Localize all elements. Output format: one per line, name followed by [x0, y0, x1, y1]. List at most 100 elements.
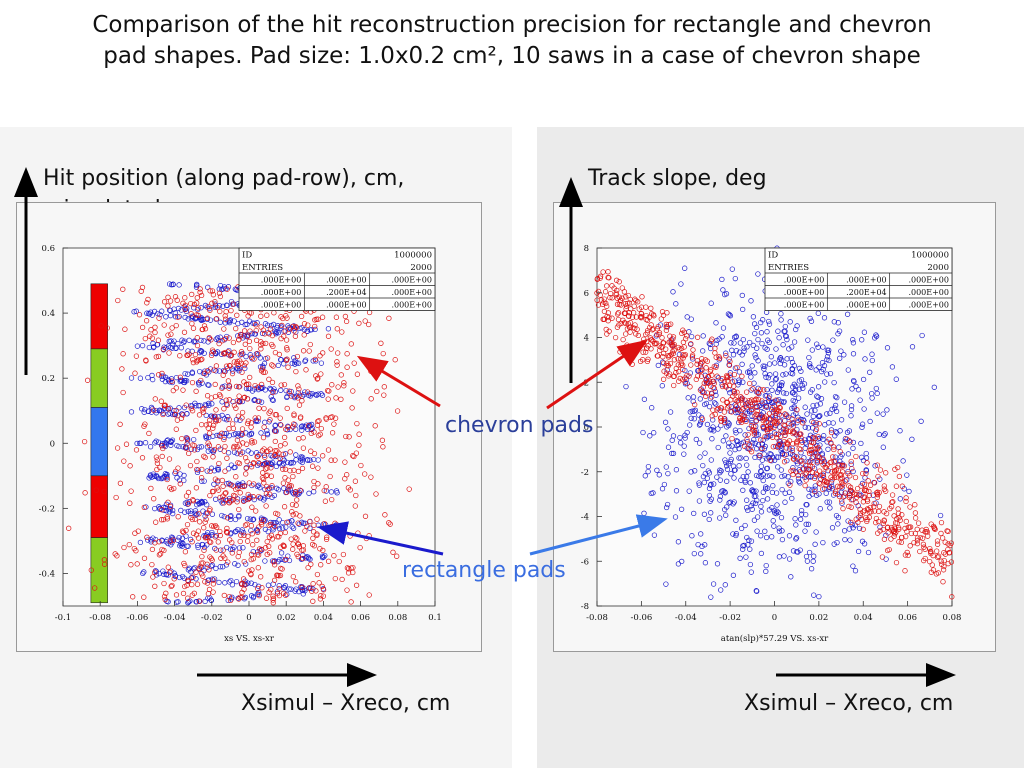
- data-point: [307, 327, 313, 333]
- data-point: [262, 558, 268, 564]
- data-point: [275, 523, 281, 529]
- data-point: [319, 314, 326, 320]
- data-point: [244, 521, 250, 527]
- data-point: [808, 566, 815, 572]
- data-point: [258, 339, 264, 345]
- data-point: [302, 528, 308, 534]
- data-point: [241, 483, 247, 489]
- data-point: [278, 550, 285, 556]
- data-point: [341, 383, 347, 389]
- data-point: [239, 426, 246, 432]
- data-point: [298, 424, 305, 430]
- data-point: [132, 530, 138, 536]
- data-point: [812, 435, 818, 441]
- data-point: [872, 463, 878, 469]
- data-point: [274, 329, 280, 335]
- data-point: [858, 440, 864, 447]
- stats-value: 1000000: [394, 251, 432, 261]
- data-point: [299, 465, 306, 472]
- data-point: [782, 499, 788, 505]
- data-point: [700, 462, 706, 469]
- data-point: [232, 431, 239, 437]
- data-point: [700, 348, 706, 354]
- data-point: [255, 565, 261, 571]
- data-point: [700, 333, 706, 339]
- data-point: [258, 346, 264, 352]
- data-point: [354, 420, 360, 427]
- data-point: [366, 321, 372, 328]
- data-point: [216, 417, 222, 423]
- data-point: [731, 475, 737, 481]
- data-point: [237, 451, 244, 457]
- data-point: [180, 412, 186, 418]
- data-point: [323, 415, 329, 421]
- data-point: [155, 372, 162, 378]
- data-point: [315, 316, 321, 322]
- title-line-1: Comparison of the hit reconstruction pre…: [92, 12, 932, 38]
- data-point: [813, 529, 819, 535]
- data-point: [161, 580, 167, 587]
- data-point: [173, 407, 179, 414]
- data-point: [296, 386, 302, 392]
- data-point: [704, 421, 711, 428]
- data-point: [220, 483, 226, 489]
- data-point: [235, 430, 242, 437]
- data-point: [207, 468, 213, 475]
- data-point: [659, 486, 666, 492]
- data-point: [196, 500, 202, 506]
- data-point: [190, 356, 196, 363]
- data-point: [123, 441, 130, 447]
- data-point: [749, 363, 755, 369]
- data-point: [164, 514, 170, 520]
- data-point: [272, 349, 279, 356]
- data-point: [194, 342, 201, 349]
- data-point: [260, 470, 266, 476]
- data-point: [249, 440, 255, 446]
- data-point: [295, 553, 301, 560]
- stats-cell: .000E+00: [391, 288, 432, 297]
- data-point: [171, 338, 177, 344]
- data-point: [193, 427, 199, 434]
- data-point: [307, 518, 313, 525]
- data-point: [189, 408, 196, 414]
- data-point: [219, 430, 225, 436]
- data-point: [731, 334, 738, 340]
- data-point: [195, 305, 201, 311]
- data-point: [192, 400, 198, 406]
- data-point: [732, 275, 738, 282]
- data-point: [258, 324, 264, 330]
- data-point: [66, 525, 72, 531]
- data-point: [808, 408, 815, 414]
- data-point: [265, 528, 271, 535]
- data-point: [207, 307, 213, 313]
- data-point: [272, 451, 279, 458]
- data-point: [165, 303, 171, 309]
- data-point: [261, 424, 267, 430]
- data-point: [802, 440, 809, 446]
- data-point: [147, 473, 153, 479]
- data-point: [212, 534, 219, 540]
- data-point: [267, 385, 273, 392]
- data-point: [321, 554, 327, 560]
- data-point: [770, 483, 776, 489]
- data-point: [260, 369, 267, 375]
- data-point: [306, 585, 313, 591]
- data-point: [711, 481, 717, 487]
- data-point: [297, 392, 303, 398]
- data-point: [199, 407, 206, 413]
- data-point: [327, 473, 333, 480]
- data-point: [278, 565, 284, 572]
- data-point: [748, 569, 754, 575]
- data-point: [800, 385, 806, 391]
- data-point: [266, 331, 272, 337]
- data-point: [276, 592, 283, 599]
- data-point: [240, 545, 246, 551]
- data-point: [159, 453, 165, 460]
- data-point: [379, 437, 386, 443]
- data-point: [216, 391, 223, 398]
- data-point: [805, 337, 811, 343]
- data-point: [778, 467, 784, 473]
- data-point: [839, 451, 845, 458]
- data-point: [308, 430, 314, 437]
- data-point: [335, 350, 341, 356]
